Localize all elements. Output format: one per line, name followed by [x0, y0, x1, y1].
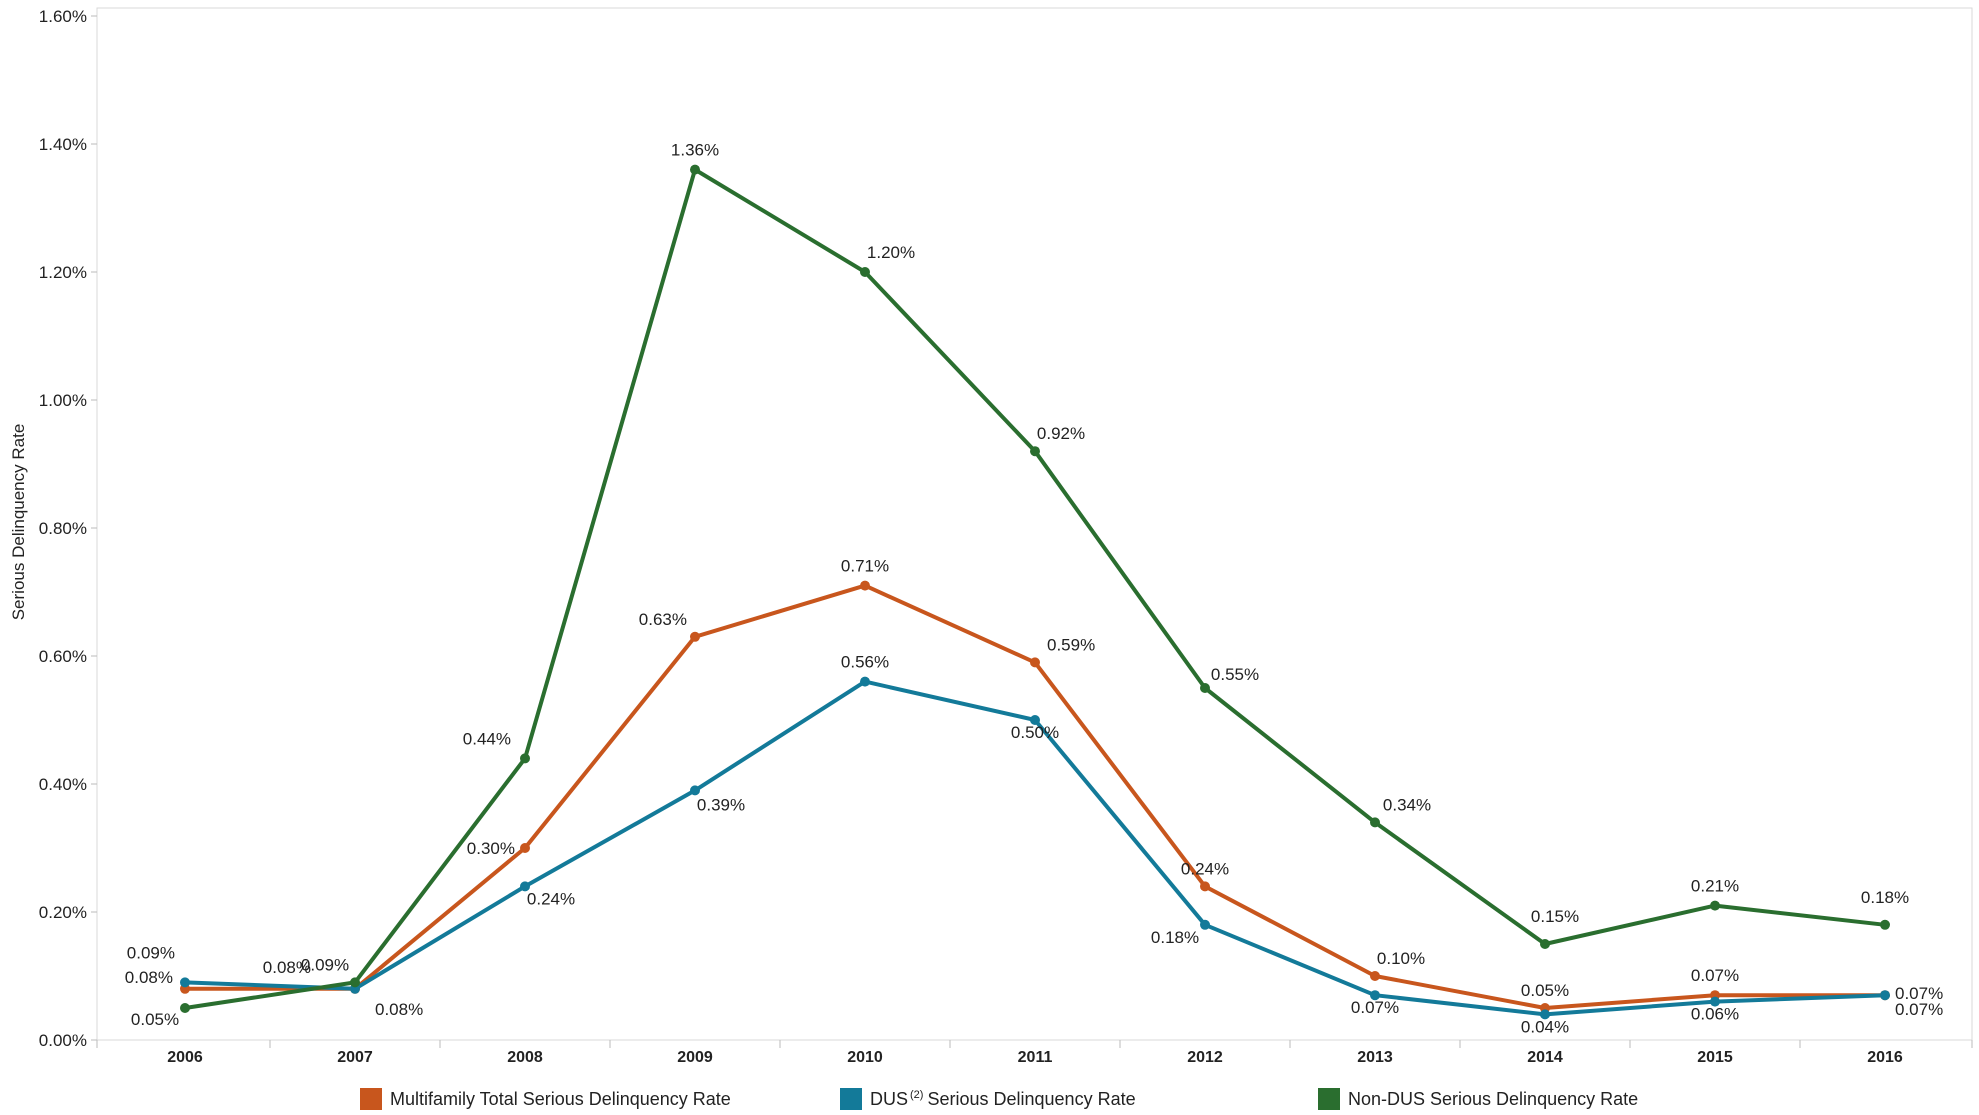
y-tick-label: 1.40% [39, 135, 87, 154]
data-label: 0.06% [1691, 1005, 1739, 1024]
data-label: 0.39% [697, 795, 745, 814]
data-point [1030, 446, 1040, 457]
data-label: 0.08% [375, 1000, 423, 1019]
legend-label-dus-superscript: (2) [910, 1089, 924, 1101]
data-label: 0.10% [1377, 949, 1425, 968]
y-tick-label: 1.60% [39, 7, 87, 26]
x-tick-label: 2012 [1187, 1049, 1223, 1066]
data-label: 0.08% [263, 958, 311, 977]
data-label: 0.63% [639, 610, 687, 629]
data-label: 0.44% [463, 729, 511, 748]
legend-label-non-dus: Non-DUS Serious Delinquency Rate [1348, 1088, 1639, 1109]
data-point [860, 267, 870, 277]
y-tick-label: 0.60% [39, 647, 87, 666]
data-point [1370, 817, 1380, 828]
data-point [520, 753, 530, 764]
x-tick-label: 2014 [1527, 1049, 1563, 1066]
data-point [520, 843, 530, 853]
data-label: 0.92% [1037, 424, 1085, 443]
data-label: 0.18% [1861, 888, 1909, 907]
data-point [1880, 919, 1890, 930]
data-label: 0.24% [1181, 859, 1229, 878]
data-label: 0.71% [841, 557, 889, 576]
data-point [1540, 939, 1550, 949]
data-label: 0.24% [527, 889, 575, 908]
legend-swatch-non-dus [1318, 1088, 1340, 1110]
data-label: 0.30% [467, 839, 515, 858]
data-label: 0.09% [301, 955, 349, 974]
y-tick-label: 1.00% [39, 391, 87, 410]
data-label: 0.08% [125, 968, 173, 987]
x-tick-label: 2006 [167, 1049, 203, 1066]
series-line [185, 583, 1885, 1010]
data-point [1200, 683, 1210, 693]
x-tick-label: 2015 [1697, 1049, 1733, 1066]
legend-label-dus-suffix: Serious Delinquency Rate [927, 1088, 1136, 1109]
legend-label-dus: DUS [870, 1088, 909, 1109]
y-tick-label: 0.40% [39, 775, 87, 794]
data-label: 0.07% [1351, 998, 1399, 1017]
legend-swatch-dus [840, 1088, 862, 1110]
legend-item-multifamily: Multifamily Total Serious Delinquency Ra… [360, 1088, 731, 1110]
data-label: 0.05% [131, 1010, 179, 1029]
data-label: 1.20% [867, 243, 915, 262]
data-point [690, 785, 700, 796]
y-tick-label: 1.20% [39, 263, 87, 282]
data-label: 1.36% [671, 141, 719, 160]
data-label: 0.15% [1531, 907, 1579, 926]
data-label: 0.56% [841, 653, 889, 672]
data-label: 0.21% [1691, 877, 1739, 896]
data-point [1710, 900, 1720, 911]
data-point [1200, 881, 1210, 892]
data-label: 0.05% [1521, 981, 1569, 1000]
data-point [690, 631, 700, 642]
legend-item-non-dus: Non-DUS Serious Delinquency Rate [1318, 1088, 1638, 1110]
data-label: 0.07% [1895, 1000, 1943, 1019]
data-point [1370, 971, 1380, 981]
data-point [520, 881, 530, 892]
plot-frame [96, 7, 1973, 1041]
y-tick-label: 0.20% [39, 903, 87, 922]
data-point [1030, 657, 1040, 668]
y-tick-label: 0.80% [39, 519, 87, 538]
data-label: 0.07% [1691, 966, 1739, 985]
line-chart: 0.00% 0.20% 0.40% 0.60% 0.80% 1.00% 1.20% 1.40%… [9, 7, 1973, 1066]
legend-swatch-multifamily [360, 1088, 382, 1110]
data-point [1710, 996, 1720, 1007]
data-label: 0.34% [1383, 795, 1431, 814]
data-point [690, 164, 700, 175]
data-label: 0.18% [1151, 928, 1199, 947]
data-point [1370, 990, 1380, 1001]
legend-label-multifamily: Multifamily Total Serious Delinquency Ra… [390, 1088, 731, 1109]
data-point [1880, 990, 1890, 1001]
data-point [860, 676, 870, 687]
data-point [180, 1003, 190, 1013]
y-tick-label: 0.00% [39, 1031, 87, 1050]
data-point [1540, 1009, 1550, 1020]
data-point [860, 580, 870, 591]
x-tick-label: 2007 [337, 1049, 373, 1066]
data-label: 0.55% [1211, 665, 1259, 684]
x-tick-label: 2008 [507, 1049, 543, 1066]
data-point [180, 977, 190, 988]
series-line [184, 167, 1886, 1010]
data-point [1030, 715, 1040, 725]
x-tick-label: 2013 [1357, 1049, 1393, 1066]
x-tick-label: 2011 [1018, 1049, 1053, 1066]
data-label: 0.07% [1895, 984, 1943, 1003]
legend-item-dus: DUS (2) Serious Delinquency Rate [840, 1088, 1136, 1110]
data-point [350, 977, 360, 988]
data-label: 0.50% [1011, 723, 1059, 742]
data-label: 0.04% [1521, 1017, 1569, 1036]
data-label: 0.09% [127, 943, 175, 962]
x-tick-label: 2010 [847, 1049, 883, 1066]
x-tick-label: 2016 [1867, 1049, 1903, 1066]
x-tick-label: 2009 [677, 1049, 713, 1066]
y-axis-title: Serious Delinquency Rate [9, 424, 28, 621]
data-point [1200, 919, 1210, 930]
data-label: 0.59% [1047, 635, 1095, 654]
